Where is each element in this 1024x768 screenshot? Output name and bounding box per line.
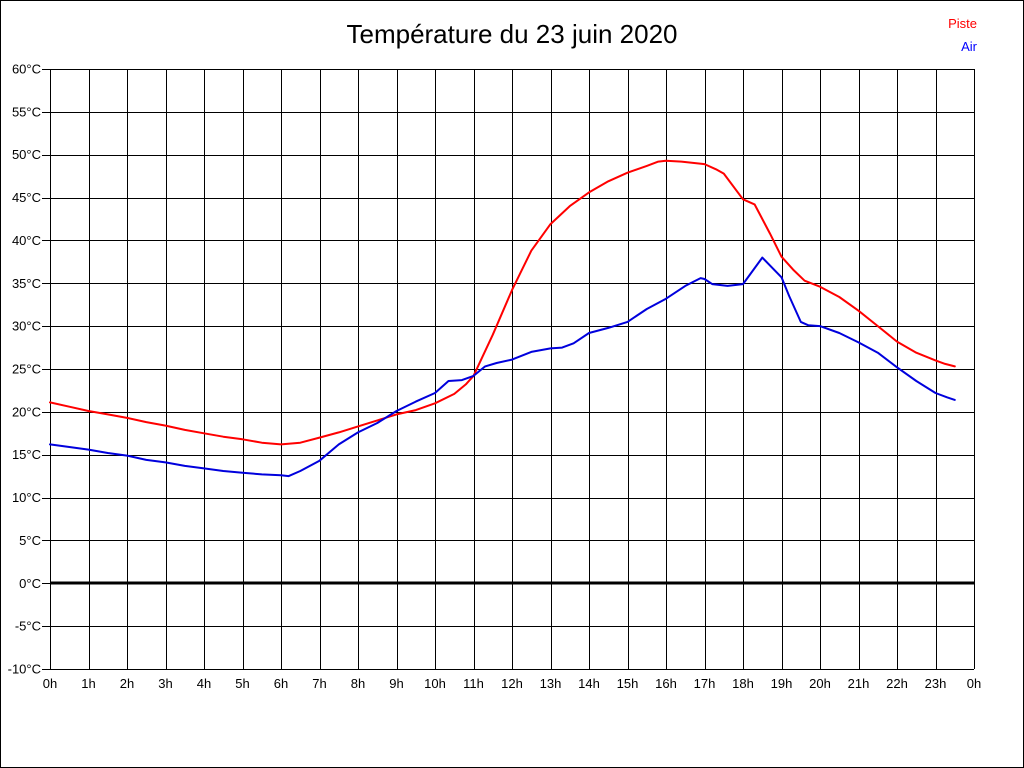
svg-text:40°C: 40°C — [12, 233, 41, 248]
legend-item-piste: Piste — [948, 16, 977, 31]
svg-text:1h: 1h — [81, 676, 95, 691]
svg-text:20°C: 20°C — [12, 404, 41, 419]
svg-text:-10°C: -10°C — [8, 662, 41, 677]
series-line-piste — [49, 159, 956, 446]
svg-text:9h: 9h — [389, 676, 403, 691]
svg-text:0h: 0h — [967, 676, 981, 691]
svg-text:12h: 12h — [501, 676, 523, 691]
grid-lines — [42, 69, 975, 670]
svg-text:14h: 14h — [578, 676, 600, 691]
svg-text:5°C: 5°C — [19, 533, 41, 548]
svg-text:-5°C: -5°C — [15, 619, 41, 634]
x-tick-labels: 0h 1h 2h 3h 4h 5h 6h 7h 8h 9h 10h 11h 12h 13h 14h 15h 16… — [43, 676, 981, 691]
svg-text:15h: 15h — [617, 676, 639, 691]
svg-text:0°C: 0°C — [19, 576, 41, 591]
svg-text:15°C: 15°C — [12, 447, 41, 462]
svg-text:10h: 10h — [424, 676, 446, 691]
svg-text:20h: 20h — [809, 676, 831, 691]
svg-text:13h: 13h — [540, 676, 562, 691]
svg-text:22h: 22h — [886, 676, 908, 691]
svg-text:16h: 16h — [655, 676, 677, 691]
svg-text:3h: 3h — [158, 676, 172, 691]
svg-text:25°C: 25°C — [12, 362, 41, 377]
svg-text:10°C: 10°C — [12, 490, 41, 505]
svg-text:21h: 21h — [848, 676, 870, 691]
svg-text:55°C: 55°C — [12, 104, 41, 119]
svg-text:0h: 0h — [43, 676, 57, 691]
svg-text:23h: 23h — [925, 676, 947, 691]
svg-text:19h: 19h — [771, 676, 793, 691]
svg-text:8h: 8h — [351, 676, 365, 691]
svg-text:50°C: 50°C — [12, 147, 41, 162]
svg-text:7h: 7h — [312, 676, 326, 691]
svg-text:11h: 11h — [463, 676, 484, 691]
svg-text:5h: 5h — [235, 676, 249, 691]
y-tick-labels: 60°C 55°C 50°C 45°C 40°C 35°C 30°C 25°C 20°C 15°C… — [8, 62, 41, 677]
svg-text:35°C: 35°C — [12, 276, 41, 291]
legend: Piste Air — [948, 12, 977, 58]
svg-text:30°C: 30°C — [12, 319, 41, 334]
svg-text:6h: 6h — [274, 676, 288, 691]
svg-text:60°C: 60°C — [12, 62, 41, 77]
legend-item-air: Air — [961, 39, 977, 54]
svg-text:17h: 17h — [694, 676, 716, 691]
svg-text:45°C: 45°C — [12, 190, 41, 205]
chart-title: Température du 23 juin 2020 — [346, 19, 678, 49]
svg-text:4h: 4h — [197, 676, 211, 691]
svg-text:18h: 18h — [732, 676, 754, 691]
series-line-air — [49, 256, 956, 478]
svg-text:2h: 2h — [120, 676, 134, 691]
